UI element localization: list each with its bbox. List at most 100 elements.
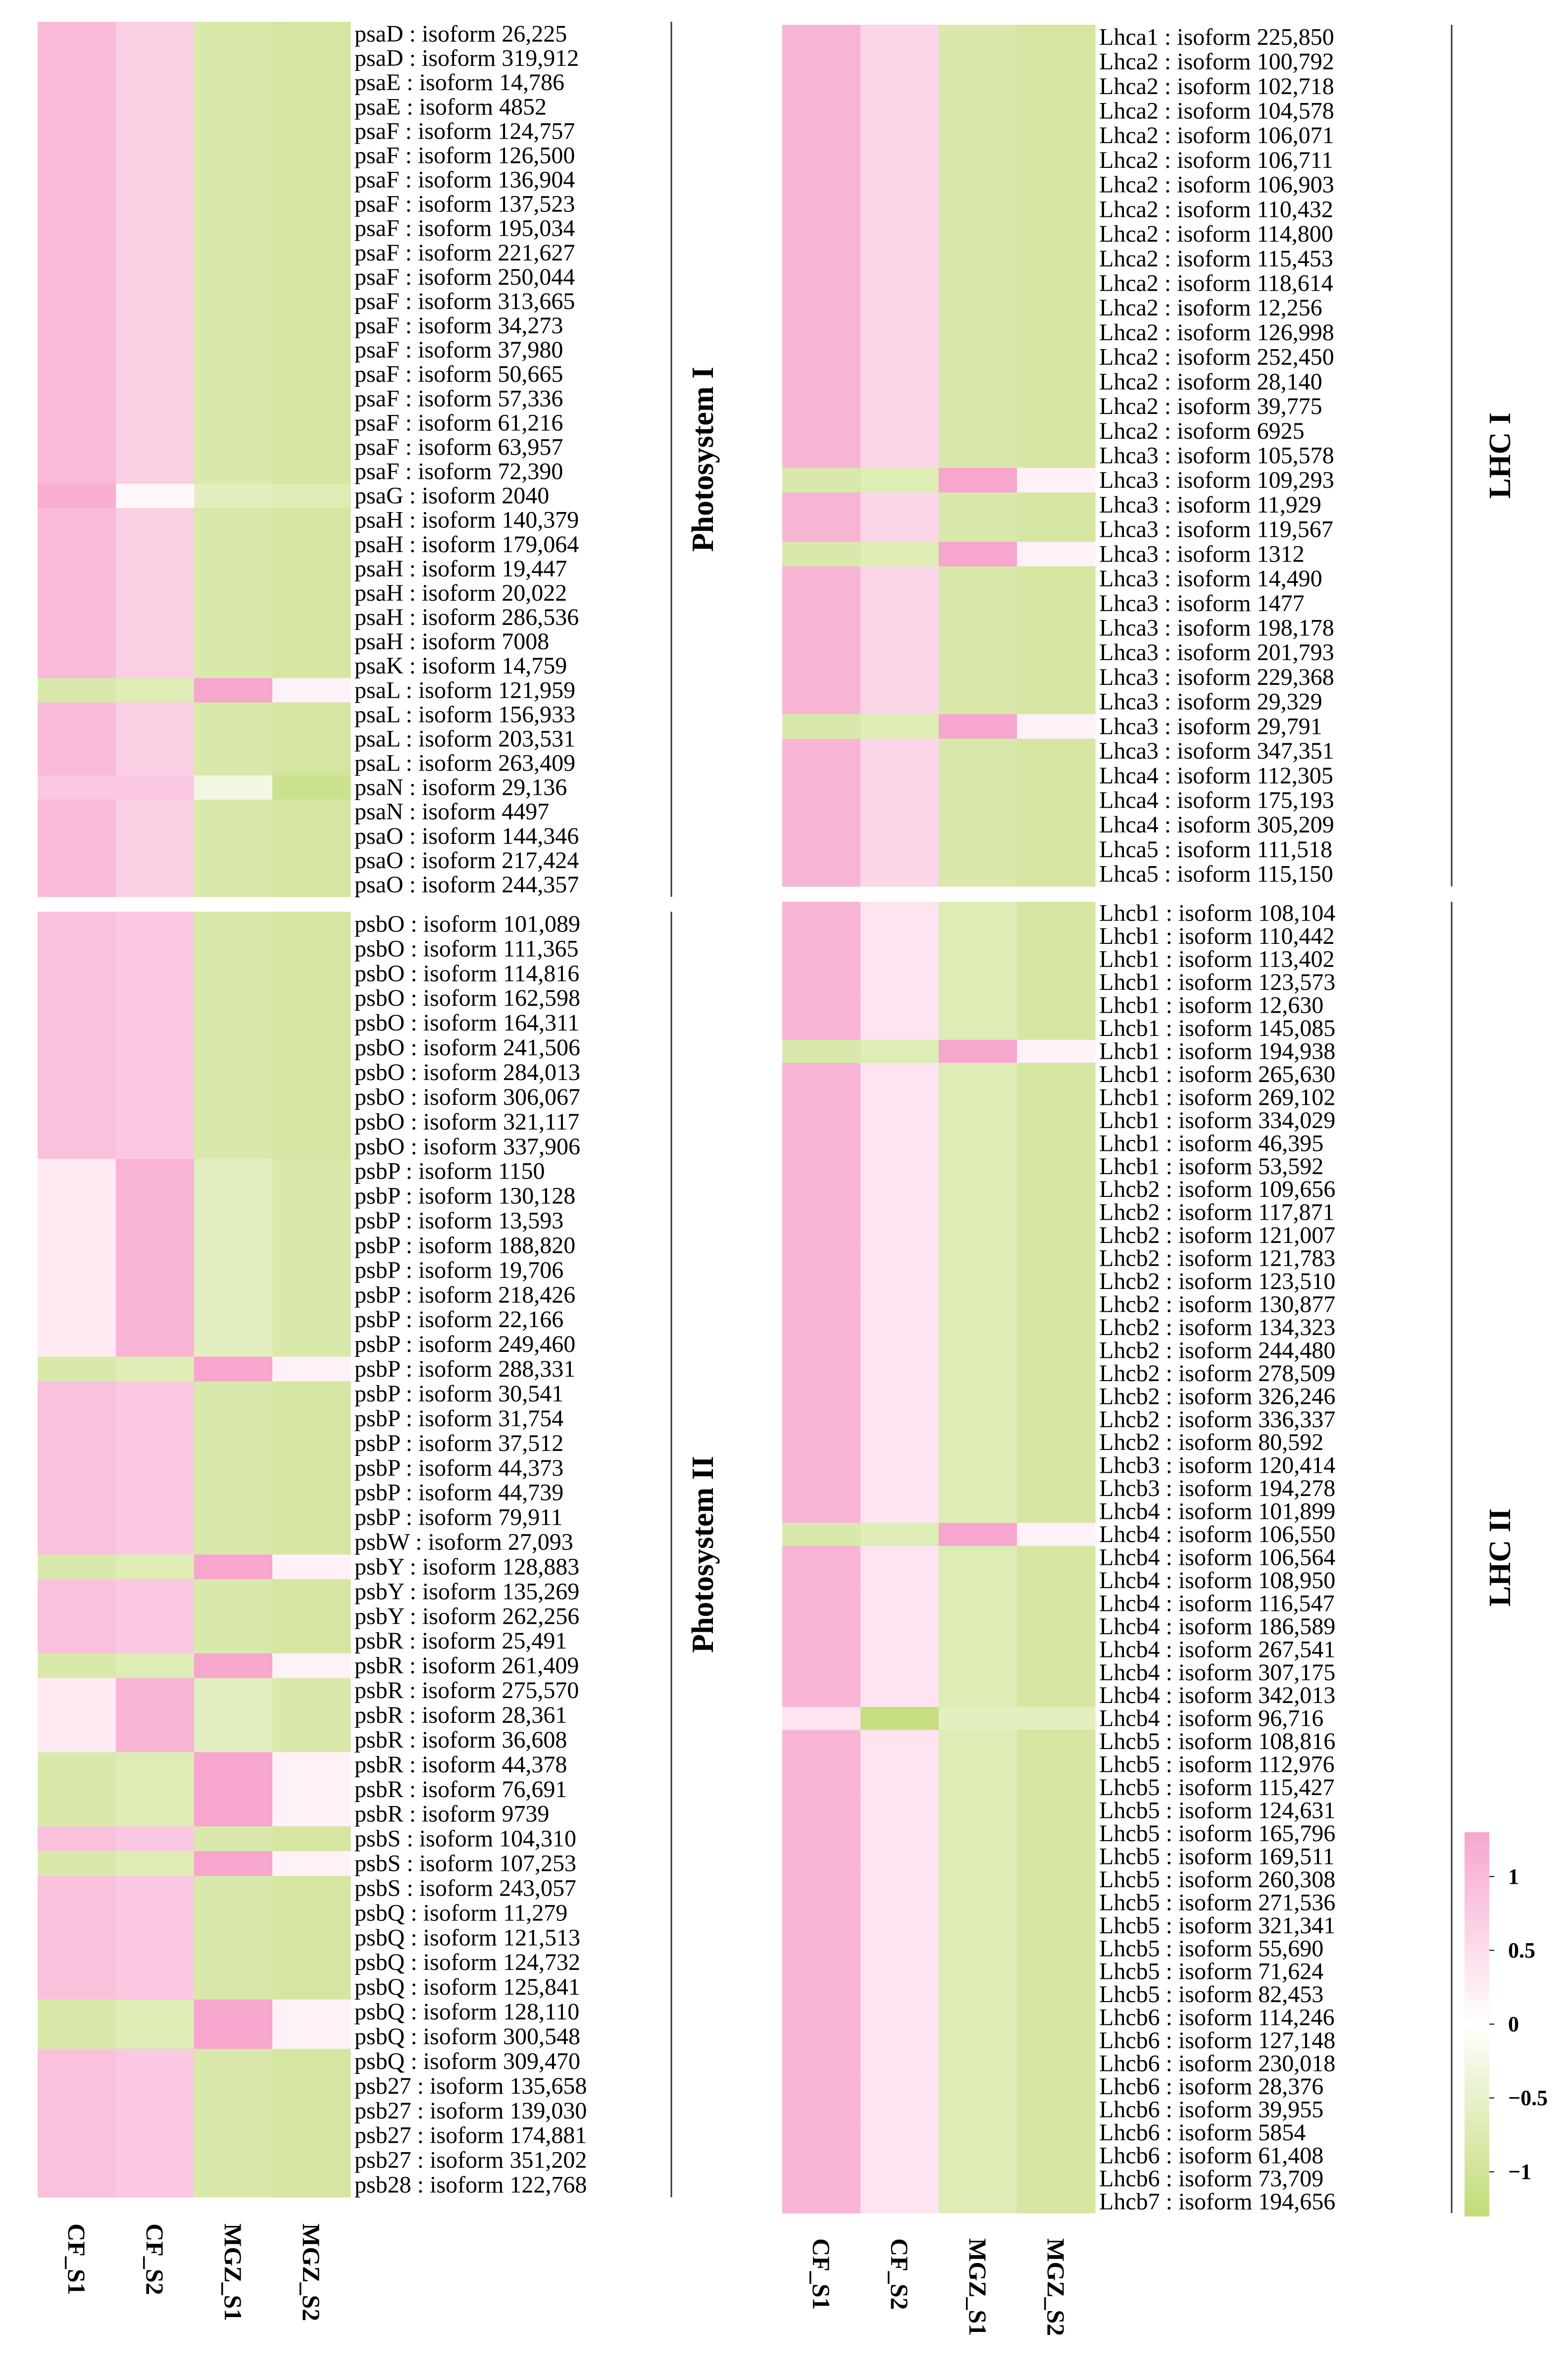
heatmap-cell: [860, 1638, 939, 1661]
heatmap-cell: [272, 1010, 351, 1036]
row-label: psbP : isoform 22,166: [354, 1306, 563, 1333]
heatmap-cell: [116, 1974, 195, 2000]
heatmap-cell: [116, 556, 195, 581]
heatmap-cell: [1017, 1063, 1096, 1086]
heatmap-cell: [860, 591, 939, 616]
row-label: Lhcb6 : isoform 114,246: [1099, 2005, 1335, 2031]
heatmap-cell: [1017, 74, 1096, 99]
heatmap-cell: [38, 435, 116, 460]
row-label: Lhca3 : isoform 29,329: [1099, 689, 1322, 715]
heatmap-cell: [939, 2144, 1017, 2168]
heatmap-cell: [782, 467, 861, 493]
row-label: psaH : isoform 179,064: [354, 531, 579, 558]
heatmap-cell: [38, 1950, 116, 1975]
legend-color-step: [1465, 1912, 1489, 1916]
heatmap-cell: [782, 665, 861, 690]
heatmap-cell: [194, 411, 273, 436]
heatmap-cell: [272, 1628, 351, 1654]
heatmap-cell: [194, 799, 273, 825]
heatmap-cell: [782, 788, 861, 813]
legend-color-step: [1465, 2050, 1489, 2054]
row-label: psbQ : isoform 300,548: [354, 2023, 580, 2050]
heatmap-cell: [194, 338, 273, 362]
legend-color-step: [1465, 2078, 1489, 2082]
heatmap-cell: [939, 1155, 1017, 1179]
row-label: Lhcb2 : isoform 123,510: [1099, 1268, 1335, 1294]
heatmap-cell: [860, 1017, 939, 1040]
row-label: Lhcb2 : isoform 130,877: [1099, 1291, 1335, 1317]
heatmap-cell: [116, 1579, 195, 1604]
legend-color-step: [1465, 1998, 1489, 2003]
row-label: Lhcb4 : isoform 307,175: [1099, 1659, 1335, 1686]
heatmap-cell: [272, 119, 351, 144]
row-label: psaN : isoform 4497: [354, 799, 549, 825]
heatmap-cell: [272, 386, 351, 411]
heatmap-cell: [116, 1060, 195, 1085]
heatmap-cell: [194, 216, 273, 241]
heatmap-cell: [272, 46, 351, 71]
row-label: Lhcb2 : isoform 121,007: [1099, 1222, 1335, 1248]
heatmap-cell: [116, 1678, 195, 1704]
heatmap-cell: [272, 2024, 351, 2050]
heatmap-cell: [782, 812, 861, 838]
heatmap-cell: [860, 738, 939, 764]
heatmap-cell: [782, 947, 861, 971]
heatmap-cell: [860, 1914, 939, 1938]
heatmap-cell: [1017, 1270, 1096, 1293]
heatmap-cell: [1017, 2029, 1096, 2053]
heatmap-cell: [782, 418, 861, 444]
row-label: Lhcb4 : isoform 108,950: [1099, 1567, 1335, 1594]
heatmap-cell: [939, 197, 1017, 222]
heatmap-cell: [38, 1431, 116, 1456]
heatmap-cell: [38, 532, 116, 557]
heatmap-cell: [38, 240, 116, 265]
heatmap-cell: [272, 1257, 351, 1283]
legend-color-step: [1465, 2129, 1489, 2133]
row-label: psb27 : isoform 351,202: [354, 2147, 587, 2173]
legend-color-step: [1465, 2040, 1489, 2044]
heatmap-cell: [38, 1381, 116, 1407]
heatmap-cell: [38, 2148, 116, 2173]
row-label: Lhcb5 : isoform 165,796: [1099, 1820, 1335, 1847]
heatmap-cell: [272, 1307, 351, 1333]
heatmap-cell: [272, 532, 351, 557]
heatmap-cell: [116, 1900, 195, 1926]
heatmap-cell: [939, 1822, 1017, 1846]
heatmap-cell: [1017, 1569, 1096, 1593]
heatmap-cell: [860, 123, 939, 149]
row-label: psaH : isoform 140,379: [354, 507, 579, 533]
heatmap-cell: [782, 1523, 861, 1547]
row-label: psaO : isoform 244,357: [354, 872, 579, 898]
row-label: Lhcb6 : isoform 230,018: [1099, 2051, 1335, 2077]
heatmap-cell: [1017, 2075, 1096, 2099]
legend-color-step: [1465, 1976, 1489, 1980]
heatmap-cell: [272, 508, 351, 533]
legend-color-step: [1465, 2043, 1489, 2047]
heatmap-cell: [38, 1332, 116, 1357]
legend-color-step: [1465, 2145, 1489, 2150]
row-label: Lhcb7 : isoform 194,656: [1099, 2188, 1335, 2215]
heatmap-cell: [194, 556, 273, 581]
legend-color-step: [1465, 1883, 1489, 1887]
heatmap-cell: [116, 143, 195, 168]
heatmap-cell: [1017, 591, 1096, 616]
heatmap-cell: [939, 1316, 1017, 1340]
heatmap-cell: [939, 993, 1017, 1017]
row-label: psbP : isoform 249,460: [354, 1331, 575, 1357]
row-label: Lhcb2 : isoform 80,592: [1099, 1429, 1323, 1455]
row-label: Lhcb2 : isoform 244,480: [1099, 1337, 1335, 1363]
row-label: psbP : isoform 288,331: [354, 1356, 575, 1382]
heatmap-cell: [38, 459, 116, 484]
row-label: Lhca4 : isoform 305,209: [1099, 812, 1334, 838]
legend-color-step: [1465, 1848, 1489, 1852]
row-label: psbR : isoform 25,491: [354, 1628, 567, 1654]
heatmap-cell: [939, 492, 1017, 517]
legend-color-step: [1465, 2133, 1489, 2137]
heatmap-cell: [116, 1455, 195, 1481]
legend-color-step: [1465, 2072, 1489, 2076]
heatmap-cell: [272, 1282, 351, 1308]
heatmap-cell: [782, 1224, 861, 1247]
heatmap-cell: [1017, 862, 1096, 887]
legend-color-step: [1465, 2142, 1489, 2146]
heatmap-cell: [782, 1960, 861, 1984]
